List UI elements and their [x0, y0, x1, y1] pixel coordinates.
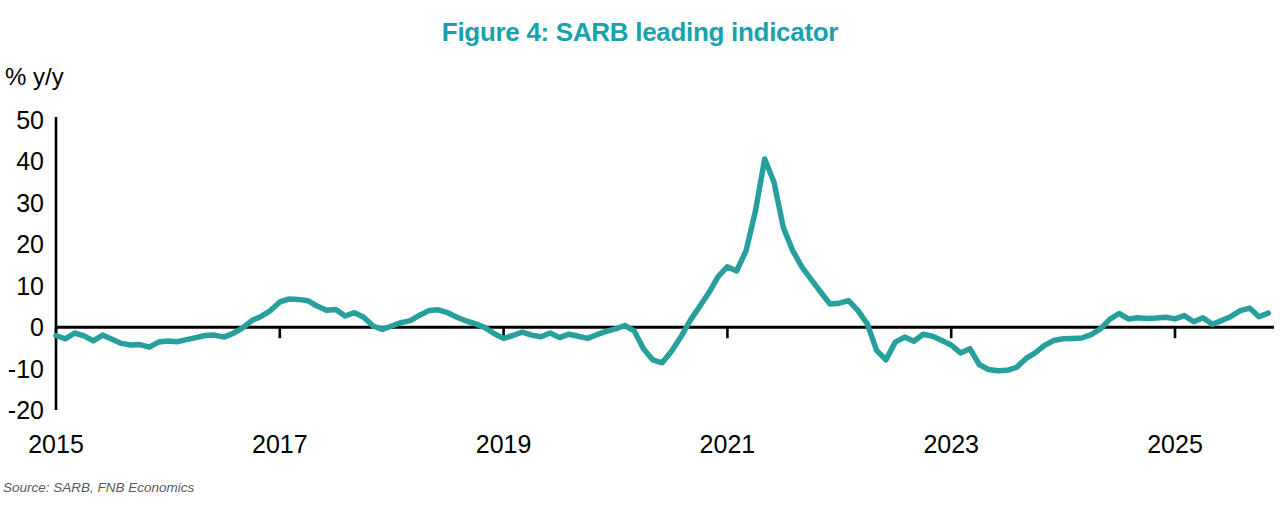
x-tick-label: 2015 — [1, 429, 111, 459]
y-tick-label: 50 — [0, 105, 44, 135]
y-tick-label: 30 — [0, 188, 44, 218]
y-tick-label: -10 — [0, 354, 44, 384]
leading-indicator-line — [56, 159, 1268, 371]
x-tick-label: 2019 — [449, 429, 559, 459]
x-tick-label: 2023 — [896, 429, 1006, 459]
y-tick-label: -20 — [0, 395, 44, 425]
y-tick-label: 10 — [0, 271, 44, 301]
figure-page: { "title": "Figure 4: SARB leading indic… — [0, 0, 1280, 520]
line-chart-plot — [0, 0, 1280, 520]
y-tick-label: 40 — [0, 146, 44, 176]
x-tick-label: 2025 — [1120, 429, 1230, 459]
y-tick-label: 0 — [0, 312, 44, 342]
source-note: Source: SARB, FNB Economics — [3, 480, 194, 495]
x-tick-label: 2021 — [672, 429, 782, 459]
x-tick-label: 2017 — [225, 429, 335, 459]
y-tick-label: 20 — [0, 229, 44, 259]
